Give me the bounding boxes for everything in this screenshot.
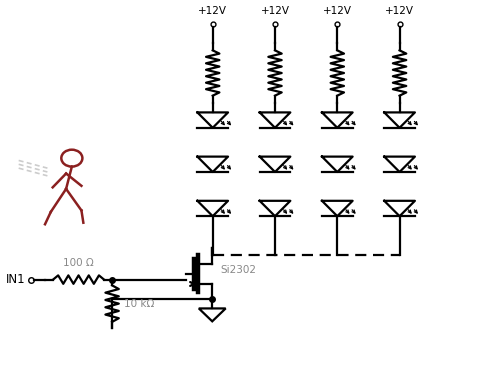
Text: 100 Ω: 100 Ω (63, 258, 94, 268)
Text: +12V: +12V (323, 5, 352, 16)
Text: +12V: +12V (385, 5, 414, 16)
Text: Si2302: Si2302 (221, 265, 257, 275)
Text: +12V: +12V (198, 5, 227, 16)
Text: IN1: IN1 (6, 273, 26, 286)
Text: +12V: +12V (261, 5, 290, 16)
Text: 10 kΩ: 10 kΩ (124, 299, 155, 308)
